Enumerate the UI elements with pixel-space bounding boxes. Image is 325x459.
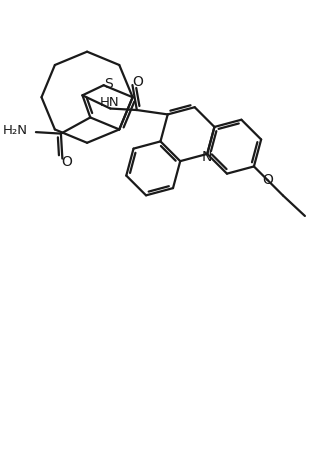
Text: O: O [61,155,72,169]
Text: O: O [132,74,143,89]
Text: HN: HN [100,95,120,109]
Text: S: S [105,77,113,91]
Text: O: O [262,173,273,187]
Text: N: N [202,150,213,164]
Text: H₂N: H₂N [3,124,28,137]
